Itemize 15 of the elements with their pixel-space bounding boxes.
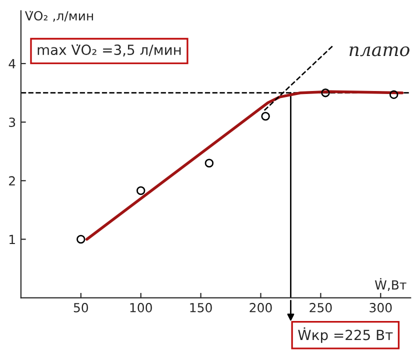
x-tick-label: 100 [130, 302, 152, 312]
annotation: плато [350, 46, 410, 56]
text: Ẇкр =225 Вт [298, 327, 393, 343]
y-tick-label: 1 [10, 234, 15, 244]
y-tick-label: 4 [8, 59, 16, 68]
x-tick-label: 300 [370, 302, 392, 312]
y-axis-title: V̇O₂ ,л/мин [24, 10, 93, 22]
x-tick-label: 250 [310, 302, 332, 312]
y-tick-label: 2 [9, 176, 15, 186]
x-axis-title: Ẇ,Вт [374, 278, 406, 291]
annotation: max V̇O₂ =3,5 л/мин [38, 44, 181, 56]
x-tick-label: 200 [250, 302, 272, 312]
x-tick-label: 50 [74, 302, 88, 312]
y-tick-label: 3 [9, 118, 16, 128]
x-tick-label: 150 [190, 302, 212, 312]
